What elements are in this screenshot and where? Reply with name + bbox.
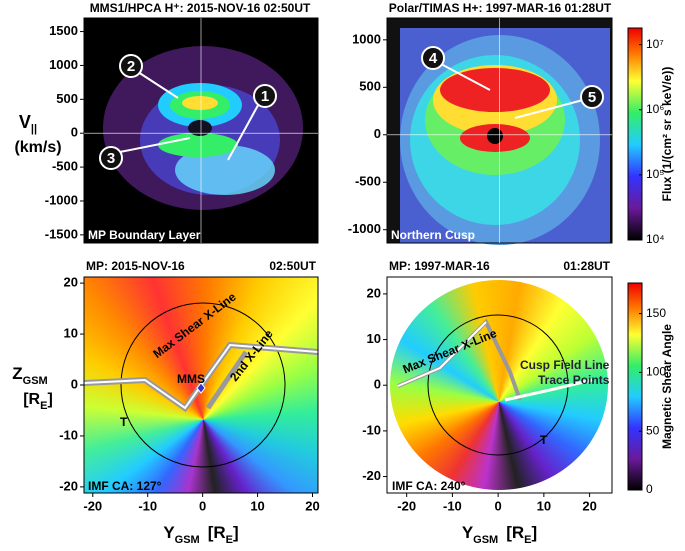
y-tick-label: -20 xyxy=(362,468,381,483)
chart-title: MP: 1997-MAR-16 xyxy=(389,259,490,273)
annotation-marker xyxy=(119,54,143,78)
y-tick-label: 1000 xyxy=(352,31,381,46)
x-tick-label: 20 xyxy=(582,498,596,513)
annotation: 1 xyxy=(261,88,269,105)
chart-title: MMS1/HPCA H⁺: 2015-NOV-16 02:50UT xyxy=(90,1,311,15)
y-tick-label: 1500 xyxy=(49,23,78,38)
axis-label-part: V xyxy=(19,112,31,132)
x-tick-label: -10 xyxy=(138,498,157,513)
chart-title: 01:28UT xyxy=(563,259,610,273)
colorbar-tick-label: 150 xyxy=(646,306,666,320)
annotation: 2 xyxy=(127,58,135,75)
axis-label: ZGSM xyxy=(12,364,47,386)
axis-label-part: E xyxy=(226,534,233,546)
colorbar-tick-label: 10⁴ xyxy=(646,232,665,246)
axis-label: V|| xyxy=(19,112,37,135)
axis-label-part: || xyxy=(31,123,37,135)
annotation-marker xyxy=(580,85,604,109)
y-tick-label: 1000 xyxy=(49,57,78,72)
y-tick-label: 20 xyxy=(367,285,381,300)
colorbar xyxy=(627,27,643,241)
y-tick-label: 0 xyxy=(374,377,381,392)
y-tick-label: 20 xyxy=(64,275,78,290)
chart-title: 02:50UT xyxy=(269,259,316,273)
axis-label-part: GSM xyxy=(175,534,200,546)
axis-label-part: ] xyxy=(532,523,538,542)
x-tick-label: -20 xyxy=(83,498,102,513)
annotation: MP Boundary Layer xyxy=(88,228,201,242)
axis-label-part: ] xyxy=(233,523,239,542)
heatmap-image xyxy=(400,28,610,245)
contours xyxy=(83,63,593,468)
annotation-marker xyxy=(99,146,123,170)
annotation: Cusp Field Line xyxy=(520,358,610,372)
y-tick-label: -1000 xyxy=(45,192,78,207)
y-tick-label: -10 xyxy=(362,422,381,437)
annotation: T xyxy=(120,415,128,429)
axis-label: YGSM [RE] xyxy=(163,523,238,545)
y-tick-label: -1500 xyxy=(45,226,78,241)
y-tick-label: 0 xyxy=(374,126,381,141)
colorbar-tick-label: 10⁶ xyxy=(646,102,664,116)
axis-label-part: ] xyxy=(47,391,52,408)
y-tick-label: 0 xyxy=(71,376,78,391)
axis-label-part: GSM xyxy=(23,375,48,387)
y-tick-label: -20 xyxy=(59,478,78,493)
x-tick-label: 0 xyxy=(199,498,206,513)
annotation: Northern Cusp xyxy=(391,228,475,242)
y-tick-label: 10 xyxy=(64,325,78,340)
x-tick-label: 10 xyxy=(537,498,551,513)
colorbar-tick-label: 10⁵ xyxy=(646,167,664,181)
axis-label-part: Y xyxy=(163,523,175,542)
annotation: IMF CA: 240° xyxy=(392,479,466,493)
y-tick-label: 500 xyxy=(56,91,78,106)
y-tick-label: -500 xyxy=(52,159,78,174)
axis-label-part: Y xyxy=(462,523,474,542)
annotation: 4 xyxy=(429,50,438,67)
x-tick-label: -20 xyxy=(397,498,416,513)
axis-label: [RE] xyxy=(23,391,53,412)
colorbar-tick-label: 100 xyxy=(646,365,666,379)
x-tick-label: 0 xyxy=(495,498,502,513)
colorbar-tick-label: 10⁷ xyxy=(646,37,664,51)
x-tick-label: -10 xyxy=(443,498,462,513)
axis-label: (km/s) xyxy=(14,139,61,156)
axis-label: YGSM [RE] xyxy=(462,523,537,545)
x-tick-label: 20 xyxy=(305,498,319,513)
annotation: Trace Points xyxy=(538,373,610,387)
chart-title: MP: 2015-NOV-16 xyxy=(86,259,185,273)
y-tick-label: 0 xyxy=(71,125,78,140)
colorbar-label: Flux (1/(cm² sr s keV/e)) xyxy=(660,67,674,202)
y-tick-label: -1000 xyxy=(348,221,381,236)
x-tick-label: 10 xyxy=(250,498,264,513)
colorbar-tick-label: 50 xyxy=(646,423,660,437)
axis-label-part: GSM xyxy=(473,534,498,546)
axis-label-part: [R xyxy=(506,523,524,542)
annotation-marker xyxy=(421,46,445,70)
annotation: 5 xyxy=(588,89,596,106)
axis-label-part: Z xyxy=(12,364,22,383)
axis-label-part: E xyxy=(40,400,47,412)
annotation: IMF CA: 127° xyxy=(88,479,162,493)
y-tick-label: -500 xyxy=(355,174,381,189)
colorbar-label: Magnetic Shear Angle xyxy=(660,324,674,449)
axis-label-part: E xyxy=(524,534,531,546)
annotation: 3 xyxy=(107,150,115,167)
colorbar xyxy=(627,282,643,491)
chart-title: Polar/TIMAS H+: 1997-MAR-16 01:28UT xyxy=(389,1,612,15)
y-tick-label: 500 xyxy=(359,79,381,94)
annotation: Max Shear X-Line xyxy=(401,326,499,377)
axis-label-part: [R xyxy=(208,523,226,542)
y-tick-label: -10 xyxy=(59,427,78,442)
heatmap-image xyxy=(103,46,303,210)
annotation: T xyxy=(540,433,548,447)
colorbar-tick-label: 0 xyxy=(646,482,653,496)
annotation-marker xyxy=(253,84,277,108)
y-tick-label: 10 xyxy=(367,331,381,346)
annotation: 2nd X-Line xyxy=(227,327,276,384)
axis-label-part: [R xyxy=(23,391,40,408)
annotation: MMS xyxy=(177,372,205,386)
